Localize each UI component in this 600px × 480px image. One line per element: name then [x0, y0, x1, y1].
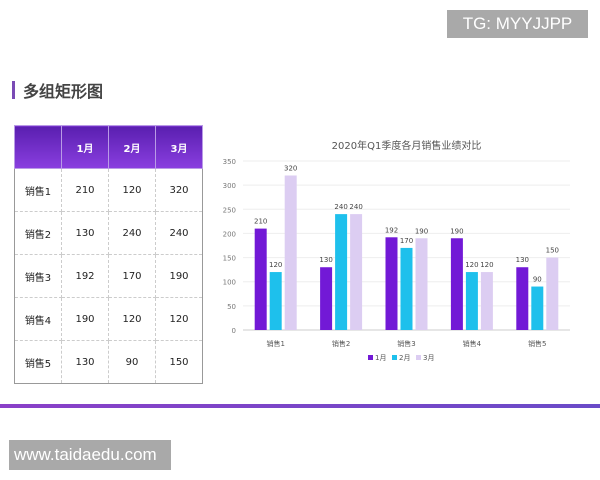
table-cell: 170	[108, 254, 156, 298]
y-tick-label: 250	[223, 206, 236, 214]
bar	[400, 247, 413, 330]
data-label: 130	[319, 256, 332, 264]
y-tick-label: 200	[223, 230, 236, 238]
data-label: 120	[269, 261, 282, 269]
legend-swatch	[416, 355, 421, 360]
y-tick-label: 150	[223, 255, 236, 263]
table-cell: 190	[61, 297, 109, 341]
y-tick-label: 50	[227, 303, 236, 311]
bar	[415, 238, 428, 330]
bar	[269, 272, 282, 330]
x-tick-label: 销售2	[332, 339, 350, 348]
table-cell: 90	[108, 340, 156, 384]
data-label: 240	[349, 203, 362, 211]
table-row: 销售5 130 90 150	[14, 340, 203, 384]
bar	[531, 286, 544, 330]
table-cell: 210	[61, 168, 109, 212]
data-label: 192	[385, 226, 398, 234]
bar	[465, 272, 478, 330]
legend-swatch	[368, 355, 373, 360]
heading-accent-bar	[12, 81, 15, 99]
x-tick-label: 销售1	[266, 339, 284, 348]
chart-title: 2020年Q1季度各月销售业绩对比	[332, 139, 482, 152]
table-cell: 销售3	[14, 254, 62, 298]
table-cell: 240	[108, 211, 156, 255]
bar	[516, 267, 529, 330]
table-row: 销售3 192 170 190	[14, 254, 203, 298]
table-cell: 130	[61, 340, 109, 384]
table-cell: 120	[155, 297, 203, 341]
watermark-bottom: www.taidaedu.com	[9, 440, 171, 470]
x-tick-label: 销售3	[397, 339, 415, 348]
data-label: 210	[254, 218, 267, 226]
header-cell	[14, 125, 62, 169]
table-cell: 销售2	[14, 211, 62, 255]
data-label: 120	[465, 261, 478, 269]
bar	[254, 228, 267, 330]
data-label: 130	[516, 256, 529, 264]
table-row: 销售2 130 240 240	[14, 211, 203, 255]
table-row: 销售1 210 120 320	[14, 168, 203, 212]
bar	[350, 214, 363, 330]
bar	[480, 272, 493, 330]
watermark-top: TG: MYYJJPP	[447, 10, 588, 38]
divider-line	[0, 404, 600, 408]
bar	[450, 238, 463, 330]
table-cell: 120	[108, 168, 156, 212]
y-tick-label: 100	[223, 279, 236, 287]
table-row: 销售4 190 120 120	[14, 297, 203, 341]
table-cell: 130	[61, 211, 109, 255]
bar	[320, 267, 333, 330]
data-label: 90	[533, 276, 542, 284]
legend-label: 3月	[423, 354, 434, 362]
table-cell: 240	[155, 211, 203, 255]
data-label: 120	[480, 261, 493, 269]
data-label: 240	[334, 203, 347, 211]
section-heading: 多组矩形图	[12, 80, 104, 101]
heading-text: 多组矩形图	[23, 82, 104, 101]
bar	[546, 257, 559, 330]
data-label: 190	[415, 227, 428, 235]
bar	[385, 237, 398, 330]
header-cell: 1月	[61, 125, 109, 169]
data-table: 1月 2月 3月 销售1 210 120 320 销售2 130 240 240 销售3 192 1…	[14, 125, 203, 384]
header-cell: 2月	[108, 125, 156, 169]
y-tick-label: 0	[232, 327, 236, 335]
y-tick-label: 300	[223, 182, 236, 190]
x-tick-label: 销售4	[463, 339, 482, 348]
header-cell: 3月	[155, 125, 203, 169]
x-tick-label: 销售5	[528, 339, 546, 348]
bar	[284, 175, 297, 330]
y-tick-label: 350	[223, 158, 236, 166]
data-label: 150	[546, 247, 559, 255]
legend-label: 2月	[399, 354, 410, 362]
table-cell: 150	[155, 340, 203, 384]
data-label: 190	[450, 227, 463, 235]
table-cell: 192	[61, 254, 109, 298]
legend-swatch	[392, 355, 397, 360]
legend-label: 1月	[375, 354, 386, 362]
data-label: 320	[284, 164, 297, 172]
bar	[335, 214, 348, 330]
table-cell: 320	[155, 168, 203, 212]
data-label: 170	[400, 237, 413, 245]
table-header-row: 1月 2月 3月	[14, 125, 203, 169]
